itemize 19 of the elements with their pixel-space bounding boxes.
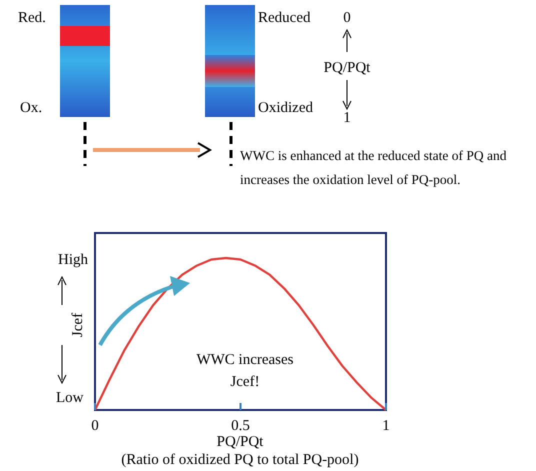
text: PQ/PQt — [324, 60, 372, 76]
annotation: Jcef! — [230, 374, 260, 390]
text: 1 — [343, 110, 351, 126]
text: WWC is enhanced at the reduced state of PQ and — [240, 148, 507, 163]
text: 0 — [343, 10, 351, 26]
y-axis-title: Jcef — [70, 312, 86, 338]
text: Red. — [18, 10, 46, 26]
annotation: WWC increases — [196, 352, 294, 368]
x-tick-label: 0 — [91, 418, 99, 434]
text: Oxidized — [258, 100, 314, 116]
text: High — [58, 252, 88, 268]
text: increases the oxidation level of PQ-pool. — [240, 172, 460, 187]
text: (Ratio of oxidized PQ to total PQ-pool) — [121, 452, 359, 468]
x-tick-label: 1 — [382, 418, 390, 434]
x-tick-label: 0.5 — [231, 418, 250, 434]
text: Ox. — [20, 100, 42, 116]
text: Low — [56, 390, 84, 406]
x-axis-title: PQ/PQt — [216, 434, 264, 450]
text: Reduced — [258, 10, 311, 26]
